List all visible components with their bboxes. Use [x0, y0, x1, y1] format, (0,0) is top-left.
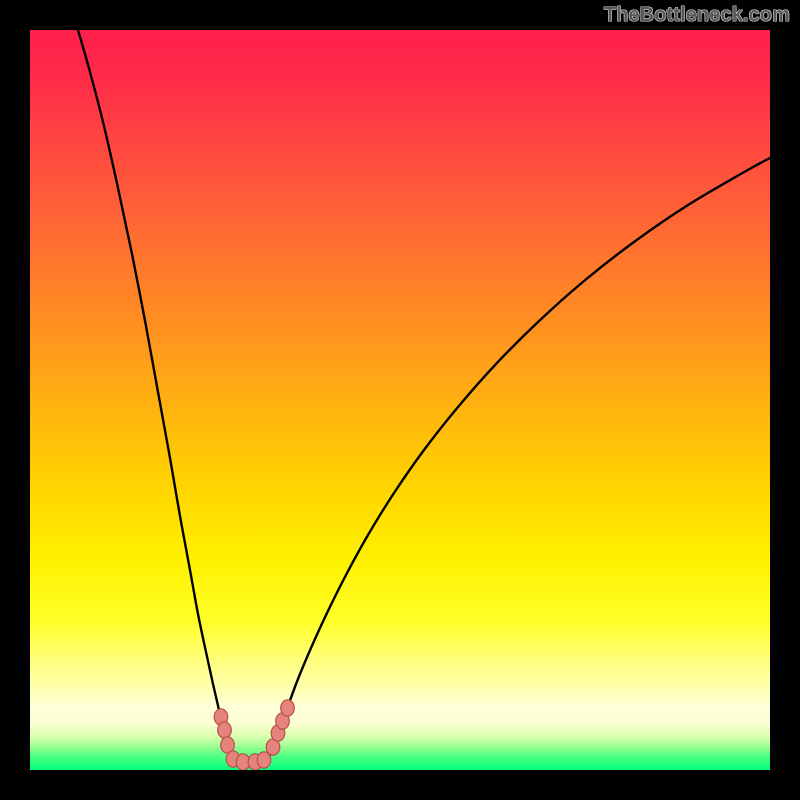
data-marker	[257, 752, 271, 768]
bottleneck-chart	[30, 30, 770, 770]
data-marker	[218, 722, 232, 738]
gradient-background	[30, 30, 770, 770]
chart-container: { "watermark": "TheBottleneck.com", "cha…	[0, 0, 800, 800]
watermark-text: TheBottleneck.com	[604, 4, 790, 27]
data-marker	[281, 700, 295, 716]
